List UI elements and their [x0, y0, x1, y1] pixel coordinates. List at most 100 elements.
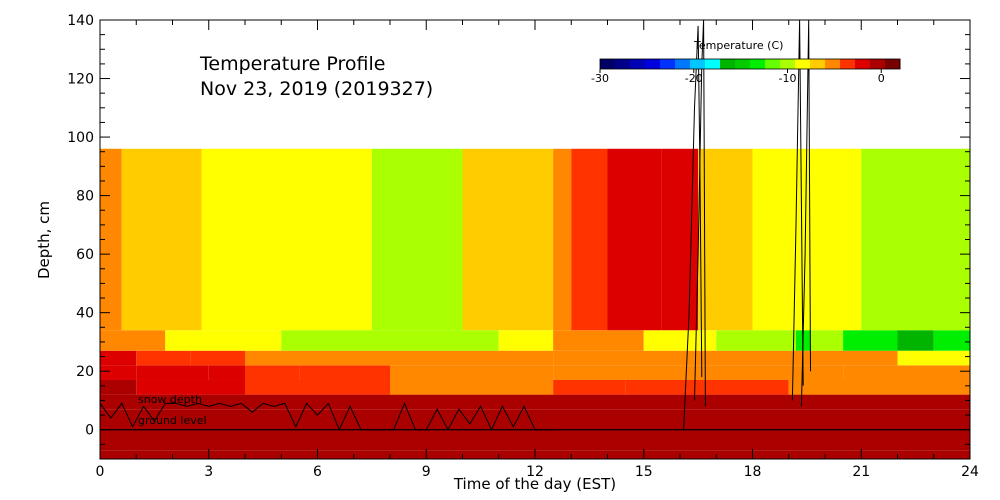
heatmap-cell [553, 148, 572, 331]
colorbar-tick-label: -30 [591, 72, 609, 85]
colorbar-swatch [765, 59, 781, 69]
heatmap-cell [571, 148, 608, 331]
heatmap-cell [553, 365, 680, 380]
x-tick-label: 0 [96, 464, 105, 480]
heatmap-cell [245, 365, 300, 380]
heatmap-cell [607, 148, 662, 331]
x-tick-label: 3 [204, 464, 213, 480]
heatmap-cell [165, 330, 282, 351]
heatmap-cell [553, 350, 680, 366]
heatmap-cell [100, 148, 122, 331]
heatmap-cell [190, 350, 245, 366]
heatmap-cell [317, 379, 390, 395]
heatmap-cell [716, 330, 753, 351]
colorbar-swatch [750, 59, 766, 69]
x-tick-label: 24 [961, 464, 979, 480]
y-tick-label: 0 [85, 423, 94, 439]
heatmap-cell [100, 350, 137, 366]
heatmap-cell [371, 148, 463, 331]
heatmap-cell [245, 379, 318, 395]
colorbar-frame [599, 58, 901, 70]
heatmap-cell [299, 365, 390, 380]
y-axis-title: Depth, cm [35, 201, 53, 279]
colorbar-tick-label: -10 [779, 72, 797, 85]
heatmap-cell [100, 394, 970, 410]
heatmap-cell [553, 330, 644, 351]
x-tick-label: 12 [526, 464, 544, 480]
heatmap-cell [680, 379, 789, 395]
heatmap-cell [245, 350, 554, 366]
colorbar-swatch [810, 59, 826, 69]
x-tick-label: 9 [422, 464, 431, 480]
heatmap-cell [661, 148, 699, 331]
heatmap-cell [281, 330, 390, 351]
colorbar-swatch [705, 59, 721, 69]
colorbar-swatch [735, 59, 751, 69]
heatmap-cell [843, 365, 970, 380]
heatmap-cell [897, 350, 970, 366]
heatmap-cell [100, 379, 137, 395]
chart-subtitle: Nov 23, 2019 (2019327) [200, 78, 433, 100]
heatmap-cell [810, 330, 844, 351]
heatmap-cell [680, 365, 844, 380]
colorbar-swatch [885, 59, 901, 69]
x-tick-label: 18 [744, 464, 762, 480]
heatmap-cell [698, 148, 753, 331]
colorbar-swatch [690, 59, 706, 69]
heatmap-cell [643, 330, 717, 351]
heatmap-cell [121, 148, 202, 331]
heatmap-cell [136, 379, 245, 395]
colorbar-swatch [720, 59, 736, 69]
colorbar-swatch [825, 59, 841, 69]
heatmap-cell [462, 330, 499, 351]
heatmap-cell [136, 350, 173, 366]
heatmap-cell [390, 379, 554, 395]
colorbar-tick-label: 0 [878, 72, 885, 85]
colorbar-swatch [675, 59, 691, 69]
colorbar-tick-label: -20 [685, 72, 703, 85]
heatmap-cell [208, 365, 245, 380]
y-tick-label: 60 [76, 247, 94, 263]
heatmap-cell [680, 350, 898, 366]
heatmap-cell [100, 409, 970, 430]
colorbar-legend: -30 -20 -10 0 [591, 58, 901, 85]
heatmap-cell [100, 330, 166, 351]
heatmap-cell [201, 148, 372, 331]
chart-title: Temperature Profile [199, 53, 385, 75]
heatmap-cell [100, 429, 970, 439]
heatmap-cell [788, 379, 970, 395]
y-tick-label: 20 [76, 364, 94, 380]
y-tick-label: 40 [76, 306, 94, 322]
y-tick-label: 140 [67, 13, 94, 29]
heatmap-cell [498, 330, 554, 351]
x-tick-label: 15 [635, 464, 653, 480]
heatmap-cell [861, 148, 970, 331]
x-tick-label: 21 [852, 464, 870, 480]
ground-level-label: ground level [138, 414, 207, 427]
heatmap-cell [172, 350, 191, 366]
heatmap-cell [390, 365, 554, 380]
heatmap-cell [843, 330, 898, 351]
colorbar-swatch [870, 59, 886, 69]
snow-depth-label: snow depth [138, 393, 202, 406]
heatmap-cell [100, 365, 137, 380]
x-axis-ticks: 0 3 6 9 12 15 18 21 24 [96, 20, 979, 480]
colorbar-swatch [855, 59, 871, 69]
heatmap-cell [752, 148, 825, 331]
y-tick-label: 80 [76, 189, 94, 205]
colorbar-swatch [600, 59, 616, 69]
heatmap-cell [625, 379, 680, 395]
sensor-trace-line [800, 19, 811, 407]
heatmap-cells [100, 148, 970, 459]
heatmap-cell [897, 330, 934, 351]
colorbar-swatch [840, 59, 856, 69]
x-tick-label: 6 [313, 464, 322, 480]
heatmap-cell [100, 438, 970, 451]
colorbar-swatch [645, 59, 661, 69]
heatmap-cell [825, 148, 862, 331]
colorbar-swatch [630, 59, 646, 69]
colorbar-swatch [780, 59, 796, 69]
heatmap-cell [390, 330, 463, 351]
sensor-trace-line [791, 19, 804, 401]
